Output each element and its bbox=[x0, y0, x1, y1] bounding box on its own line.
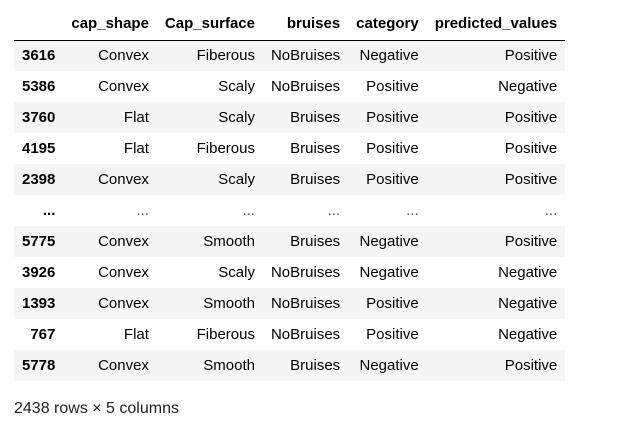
ellipsis-row: ... ... ... ... ... ... bbox=[14, 195, 566, 226]
cell-category: Positive bbox=[366, 171, 419, 188]
row-index: 3926 bbox=[22, 264, 56, 281]
table-header: cap_shape Cap_surface bruises category p… bbox=[14, 0, 566, 41]
cell-bruises: NoBruises bbox=[270, 47, 341, 65]
cell-cap-surface: Smooth bbox=[203, 295, 255, 312]
table-row: 1393 Convex Smooth NoBruises Positive Ne… bbox=[14, 288, 566, 319]
cell-bruises: Bruises bbox=[290, 109, 341, 126]
cell-predicted-values: Positive bbox=[504, 109, 558, 126]
cell-cap-shape: Flat bbox=[123, 326, 149, 343]
header-row: cap_shape Cap_surface bruises category p… bbox=[14, 0, 566, 41]
row-index: ... bbox=[42, 202, 56, 219]
cell-category: Positive bbox=[366, 140, 419, 157]
table-row: 3616 Convex Fiberous NoBruises Negative … bbox=[14, 40, 566, 71]
table-body: 3616 Convex Fiberous NoBruises Negative … bbox=[14, 40, 566, 381]
cell-cap-surface: Fiberous bbox=[196, 140, 255, 157]
cell-predicted-values: Positive bbox=[504, 47, 558, 65]
cell-predicted-values: Negative bbox=[498, 295, 558, 312]
index-header bbox=[14, 0, 64, 41]
cell-cap-surface: Fiberous bbox=[196, 326, 255, 343]
table-row: 4195 Flat Fiberous Bruises Positive Posi… bbox=[14, 133, 565, 164]
cell-cap-surface: Scaly bbox=[218, 109, 255, 126]
cell-cap-shape: Convex bbox=[98, 78, 149, 95]
dataframe-table: cap_shape Cap_surface bruises category p… bbox=[14, 0, 566, 381]
cell-bruises: Bruises bbox=[290, 233, 341, 250]
cell-cap-shape: Flat bbox=[123, 109, 149, 126]
column-header-cap-shape: cap_shape bbox=[63, 0, 157, 41]
cell-cap-shape: ... bbox=[136, 202, 149, 219]
table-row: 3926 Convex Scaly NoBruises Negative Neg… bbox=[14, 257, 565, 288]
column-header-cap-surface: Cap_surface bbox=[156, 0, 263, 41]
column-header-category: category bbox=[348, 0, 427, 41]
cell-cap-shape: Convex bbox=[98, 295, 149, 312]
cell-bruises: NoBruises bbox=[270, 326, 341, 343]
cell-category: Positive bbox=[366, 295, 419, 312]
row-index: 3760 bbox=[22, 109, 56, 126]
cell-cap-surface: ... bbox=[242, 202, 255, 219]
cell-cap-surface: Scaly bbox=[218, 264, 255, 281]
dataframe-container: cap_shape Cap_surface bruises category p… bbox=[14, 0, 566, 381]
cell-category: Positive bbox=[366, 78, 419, 95]
table-row: 5386 Convex Scaly NoBruises Positive Neg… bbox=[14, 71, 565, 102]
cell-cap-surface: Scaly bbox=[218, 171, 255, 188]
table-row: 3760 Flat Scaly Bruises Positive Positiv… bbox=[14, 102, 566, 133]
cell-bruises: ... bbox=[327, 202, 341, 219]
table-row: 5778 Convex Smooth Bruises Negative Posi… bbox=[14, 350, 566, 381]
cell-cap-shape: Convex bbox=[98, 171, 149, 188]
cell-category: Negative bbox=[359, 233, 419, 250]
cell-cap-surface: Smooth bbox=[203, 357, 255, 374]
cell-category: Negative bbox=[359, 264, 419, 281]
cell-cap-surface: Scaly bbox=[218, 78, 255, 95]
cell-cap-shape: Convex bbox=[98, 264, 149, 281]
cell-predicted-values: Positive bbox=[504, 357, 558, 374]
cell-predicted-values: Positive bbox=[504, 140, 558, 157]
cell-cap-surface: Smooth bbox=[203, 233, 255, 250]
row-index: 5775 bbox=[22, 233, 56, 250]
cell-bruises: NoBruises bbox=[270, 78, 341, 95]
column-header-bruises: bruises bbox=[262, 0, 349, 41]
cell-cap-shape: Convex bbox=[98, 357, 149, 374]
cell-category: Negative bbox=[359, 47, 419, 65]
row-index: 4195 bbox=[22, 140, 56, 157]
cell-category: Negative bbox=[359, 357, 419, 374]
cell-bruises: NoBruises bbox=[270, 264, 341, 281]
cell-predicted-values: Positive bbox=[504, 171, 558, 188]
row-index: 1393 bbox=[22, 295, 56, 312]
table-row: 2398 Convex Scaly Bruises Positive Posit… bbox=[14, 164, 566, 195]
row-index: 2398 bbox=[22, 171, 56, 188]
cell-bruises: Bruises bbox=[290, 171, 341, 188]
cell-cap-shape: Convex bbox=[98, 47, 149, 65]
row-index: 5386 bbox=[22, 78, 56, 95]
cell-bruises: Bruises bbox=[290, 140, 341, 157]
cell-cap-shape: Flat bbox=[123, 140, 149, 157]
cell-predicted-values: Negative bbox=[498, 78, 558, 95]
cell-cap-shape: Convex bbox=[98, 233, 149, 250]
cell-cap-surface: Fiberous bbox=[196, 47, 255, 65]
table-row: 767 Flat Fiberous NoBruises Positive Neg… bbox=[14, 319, 565, 350]
cell-bruises: Bruises bbox=[290, 357, 341, 374]
row-index: 3616 bbox=[22, 47, 56, 65]
cell-bruises: NoBruises bbox=[270, 295, 341, 312]
cell-category: Positive bbox=[366, 326, 419, 343]
table-row: 5775 Convex Smooth Bruises Negative Posi… bbox=[14, 226, 566, 257]
cell-predicted-values: Negative bbox=[498, 326, 558, 343]
column-header-predicted-values: predicted_values bbox=[426, 0, 566, 41]
cell-predicted-values: Positive bbox=[504, 233, 558, 250]
row-index: 767 bbox=[30, 326, 56, 343]
row-index: 5778 bbox=[22, 357, 56, 374]
cell-category: ... bbox=[406, 202, 419, 219]
dataframe-shape-text: 2438 rows × 5 columns bbox=[14, 400, 179, 417]
cell-category: Positive bbox=[366, 109, 419, 126]
cell-predicted-values: ... bbox=[544, 202, 558, 219]
cell-predicted-values: Negative bbox=[498, 264, 558, 281]
